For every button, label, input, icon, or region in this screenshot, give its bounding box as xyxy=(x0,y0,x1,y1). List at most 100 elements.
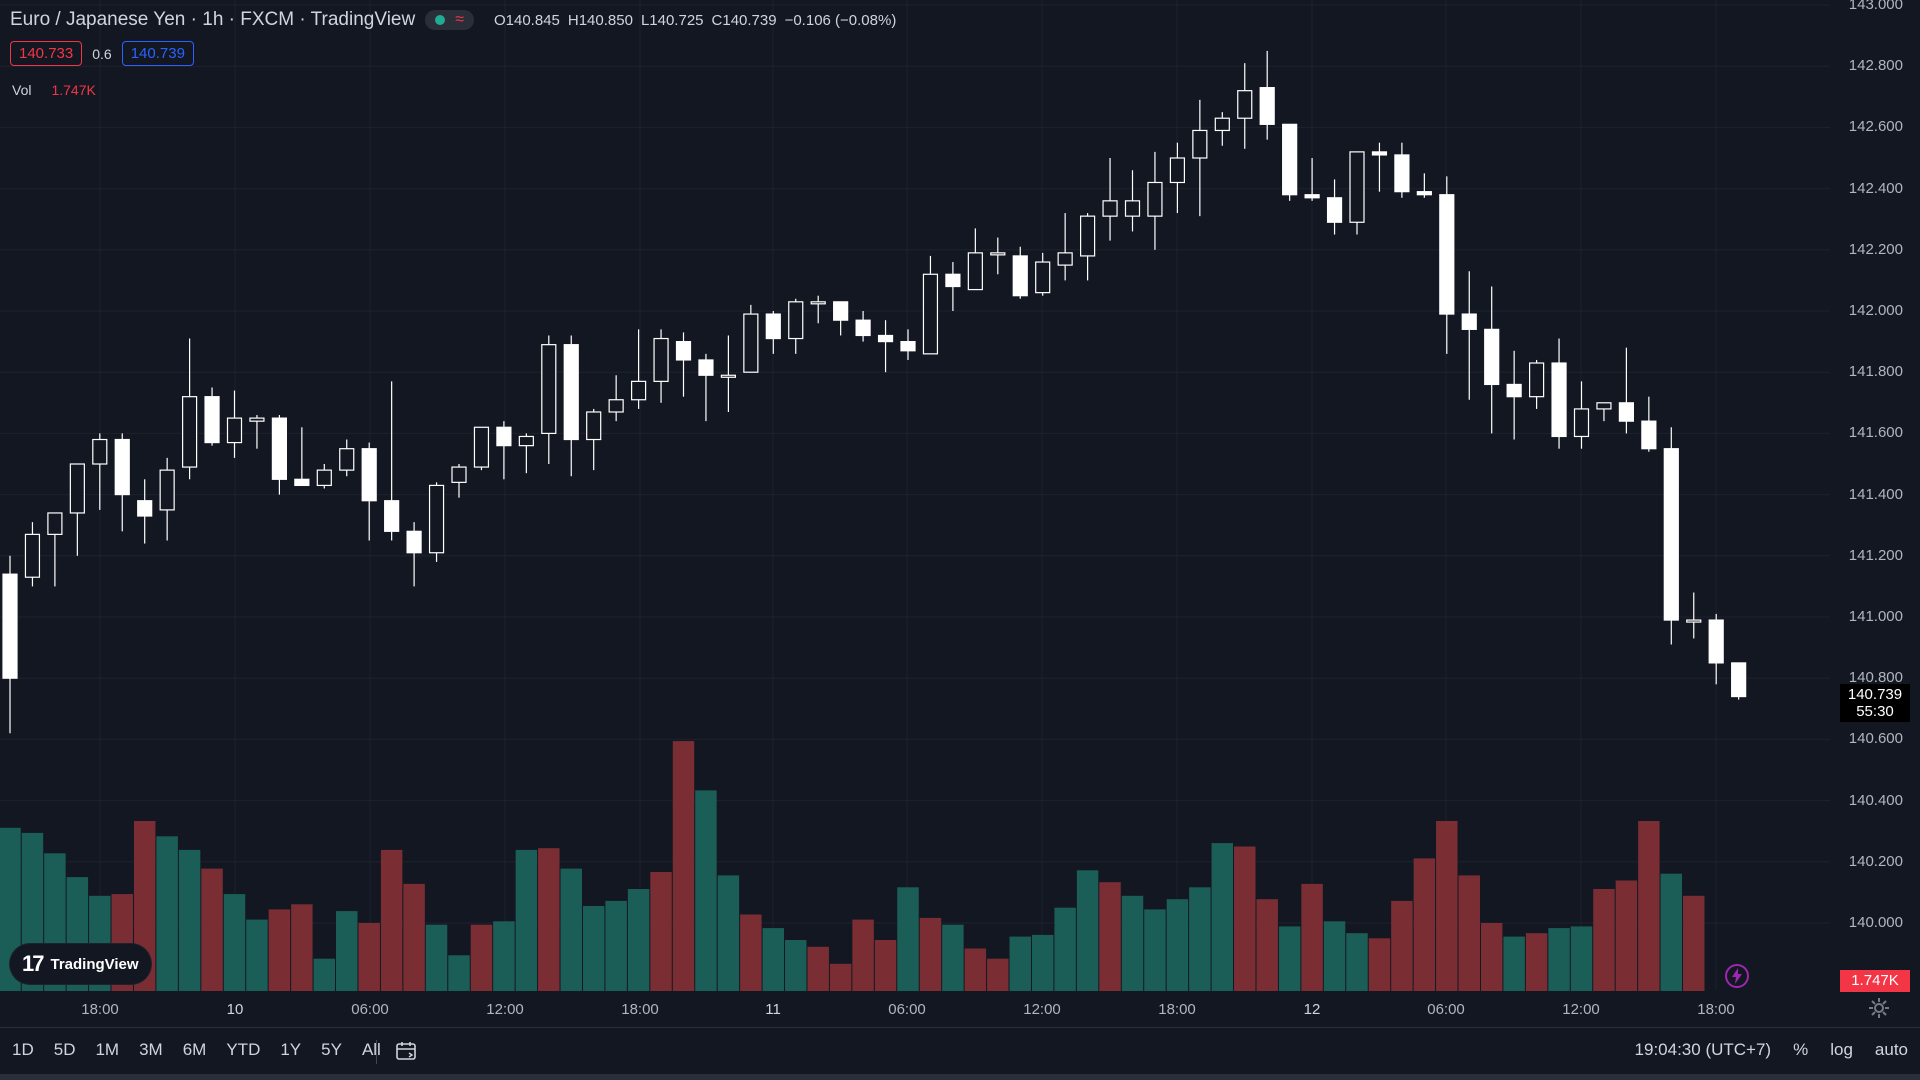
volume-bar xyxy=(650,872,672,991)
volume-bar xyxy=(1009,936,1031,991)
candle-body xyxy=(877,334,894,343)
range-3m[interactable]: 3M xyxy=(139,1040,163,1059)
goto-date-icon[interactable] xyxy=(394,1039,418,1063)
range-all[interactable]: All xyxy=(361,1040,381,1059)
volume-bar xyxy=(1548,928,1570,991)
range-1y[interactable]: 1Y xyxy=(280,1040,302,1059)
time-tick-label: 06:00 xyxy=(1427,1001,1465,1018)
price-tick-label: 140.200 xyxy=(1848,852,1903,870)
range-ytd[interactable]: YTD xyxy=(226,1040,261,1059)
volume-bar xyxy=(1391,900,1413,991)
candle-body xyxy=(1304,194,1320,199)
volume-bar xyxy=(493,921,515,991)
candle-body xyxy=(451,466,467,483)
volume-legend[interactable]: Vol 1.747K xyxy=(12,82,96,98)
volume-bar xyxy=(1076,870,1099,991)
volume-bar xyxy=(1458,875,1480,991)
volume-bar xyxy=(1436,821,1458,991)
gear-icon[interactable] xyxy=(1868,997,1890,1019)
volume-bar xyxy=(829,963,852,991)
candle-body xyxy=(1371,151,1388,156)
range-1d[interactable]: 1D xyxy=(12,1040,34,1059)
volume-bar xyxy=(1121,895,1144,991)
volume-bar xyxy=(156,836,178,991)
candle-body xyxy=(1035,261,1051,294)
symbol-title[interactable]: Euro / Japanese Yen · 1h · FXCM · Tradin… xyxy=(10,9,416,30)
volume-bar xyxy=(1301,883,1323,991)
volume-bar xyxy=(313,958,336,991)
range-5y[interactable]: 5Y xyxy=(321,1040,342,1059)
candle-body xyxy=(1326,197,1343,223)
last-price: 140.739 xyxy=(1847,686,1903,703)
date-range-selector: 1D 5D 1M 3M 6M YTD 1Y 5Y All xyxy=(12,1040,381,1060)
time-tick-label: 12 xyxy=(1303,1001,1321,1018)
volume-bar xyxy=(1054,907,1076,991)
candle-body xyxy=(316,469,332,487)
range-5d[interactable]: 5D xyxy=(53,1040,76,1059)
volume-bar xyxy=(448,955,470,991)
volume-bar xyxy=(1166,899,1189,991)
candle-body xyxy=(1169,157,1186,184)
tradingview-logo[interactable]: 17 TradingView xyxy=(10,944,151,984)
candle-body xyxy=(1416,191,1432,196)
volume-bar xyxy=(268,909,291,991)
candle-body xyxy=(1012,255,1028,297)
price-tick-label: 141.800 xyxy=(1848,363,1903,381)
scale-options: 19:04:30 (UTC+7) % log auto xyxy=(1635,1040,1908,1060)
candle-body xyxy=(945,273,961,288)
candle-body xyxy=(743,313,759,373)
candle-body xyxy=(226,417,243,444)
candle-body xyxy=(406,530,422,554)
ohlc-change: −0.106 (−0.08%) xyxy=(784,11,897,29)
volume-bar xyxy=(874,940,897,991)
auto-scale-toggle[interactable]: auto xyxy=(1874,1040,1908,1059)
volume-bar xyxy=(1413,858,1436,991)
candle-body xyxy=(92,438,108,465)
candle-body xyxy=(1573,408,1590,438)
log-scale-toggle[interactable]: log xyxy=(1830,1040,1853,1059)
volume-bar xyxy=(470,924,493,991)
volume-bar xyxy=(425,924,448,991)
volume-bar xyxy=(291,904,313,991)
candle-body xyxy=(1439,194,1455,315)
buy-price-button[interactable]: 140.739 xyxy=(121,41,194,66)
time-tick-label: 18:00 xyxy=(81,1001,119,1018)
candle-body xyxy=(1282,123,1298,196)
candle-body xyxy=(428,484,445,554)
range-1m[interactable]: 1M xyxy=(95,1040,120,1059)
price-tick-label: 141.200 xyxy=(1848,546,1903,564)
time-tick-label: 18:00 xyxy=(1697,1001,1735,1018)
time-tick-label: 10 xyxy=(226,1001,244,1018)
time-tick-label: 11 xyxy=(765,1001,781,1018)
sell-price-button[interactable]: 140.733 xyxy=(10,41,83,66)
market-status[interactable]: ≈ xyxy=(425,10,474,30)
spread-value: 0.6 xyxy=(92,45,112,62)
lightning-icon[interactable] xyxy=(1724,963,1750,989)
volume-bar xyxy=(807,946,829,991)
candle-body xyxy=(900,341,916,352)
volume-bar xyxy=(1570,926,1593,991)
volume-bar xyxy=(1211,843,1234,991)
volume-bar xyxy=(560,868,582,991)
candle-body xyxy=(69,463,85,514)
volume-bar xyxy=(515,849,538,991)
chart-canvas[interactable] xyxy=(0,0,1920,1000)
timezone-clock[interactable]: 19:04:30 (UTC+7) xyxy=(1634,1040,1772,1059)
volume-bar xyxy=(1099,882,1121,991)
candle-body xyxy=(1349,151,1365,223)
chart-grid xyxy=(0,0,1830,990)
volume-bar xyxy=(178,849,201,991)
percent-scale-toggle[interactable]: % xyxy=(1793,1040,1809,1059)
volume-bar xyxy=(987,958,1009,991)
candle-body xyxy=(1057,252,1073,266)
toolbar-divider xyxy=(376,1040,377,1064)
volume-label: Vol xyxy=(12,82,32,98)
price-tick-label: 140.400 xyxy=(1848,791,1903,809)
candle-body xyxy=(698,359,714,376)
volume-bar xyxy=(695,790,717,991)
time-tick-label: 18:00 xyxy=(621,1001,659,1018)
range-6m[interactable]: 6M xyxy=(182,1040,207,1059)
candle-body xyxy=(922,273,939,355)
volume-bar xyxy=(1480,923,1503,991)
volume-bar xyxy=(1525,933,1548,991)
